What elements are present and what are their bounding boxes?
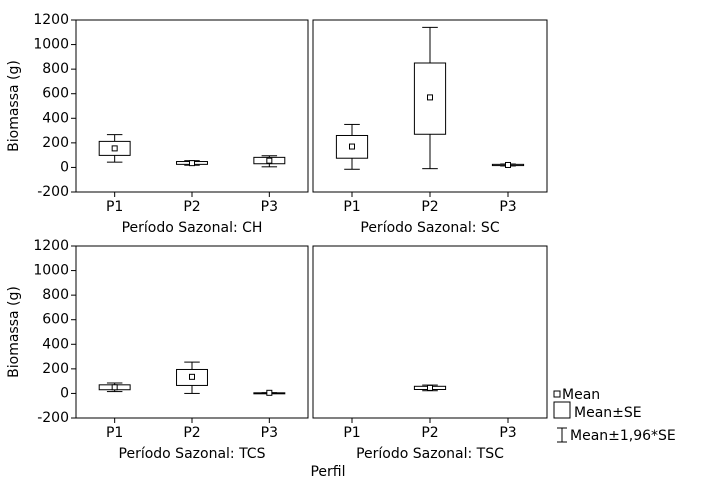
legend-label: Mean±SE: [574, 405, 642, 421]
legend-label: Mean±1,96*SE: [570, 428, 676, 444]
y-tick-label: 400: [42, 336, 69, 352]
y-tick-label: 600: [42, 312, 69, 328]
mean-marker: [189, 373, 195, 380]
x-axis-title: Período Sazonal: CH: [122, 220, 263, 236]
x-axis-title: Período Sazonal: TCS: [119, 446, 266, 462]
x-tick-label: P1: [106, 425, 123, 441]
x-tick-label: P3: [499, 199, 516, 215]
y-tick-label: 1000: [33, 263, 69, 279]
x-tick-label: P3: [261, 199, 278, 215]
legend-label: Mean: [562, 387, 600, 403]
y-tick-label: 1200: [33, 12, 69, 28]
mean-marker: [266, 157, 273, 164]
x-axis-title: Período Sazonal: SC: [360, 220, 499, 236]
legend-mean-icon: [553, 390, 561, 398]
mean-marker: [349, 143, 355, 150]
x-tick-label: P3: [261, 425, 278, 441]
x-tick-label: P1: [106, 199, 123, 215]
x-tick-label: P2: [421, 425, 438, 441]
mean-marker: [189, 160, 195, 167]
y-tick-label: -200: [37, 410, 69, 426]
y-tick-label: 200: [42, 361, 69, 377]
x-tick-label: P1: [343, 199, 360, 215]
mean-marker: [111, 145, 118, 152]
y-tick-label: 1200: [33, 238, 69, 254]
mean-marker: [111, 384, 118, 391]
x-tick-label: P2: [183, 199, 200, 215]
y-axis-title: Biomassa (g): [6, 60, 22, 152]
x-tick-label: P1: [343, 425, 360, 441]
y-tick-label: 0: [60, 159, 69, 175]
y-tick-label: 600: [42, 86, 69, 102]
plot-frame: [312, 245, 548, 419]
y-tick-label: 1000: [33, 37, 69, 53]
legend-se-icon: [553, 401, 571, 419]
mean-marker: [427, 94, 433, 101]
plot-frame: [75, 19, 309, 193]
y-tick-label: -200: [37, 184, 69, 200]
x-tick-label: P2: [421, 199, 438, 215]
y-tick-label: 800: [42, 287, 69, 303]
y-tick-label: 400: [42, 110, 69, 126]
x-tick-label: P3: [499, 425, 516, 441]
x-tick-label: P2: [183, 425, 200, 441]
y-tick-label: 800: [42, 61, 69, 77]
y-tick-label: 0: [60, 385, 69, 401]
x-axis-title: Período Sazonal: TSC: [356, 446, 504, 462]
mean-marker: [427, 384, 433, 391]
mean-marker: [266, 389, 273, 396]
y-tick-label: 200: [42, 135, 69, 151]
y-axis-title: Biomassa (g): [6, 286, 22, 378]
mean-marker: [505, 161, 511, 168]
x-axis-title: Perfil: [310, 464, 345, 480]
